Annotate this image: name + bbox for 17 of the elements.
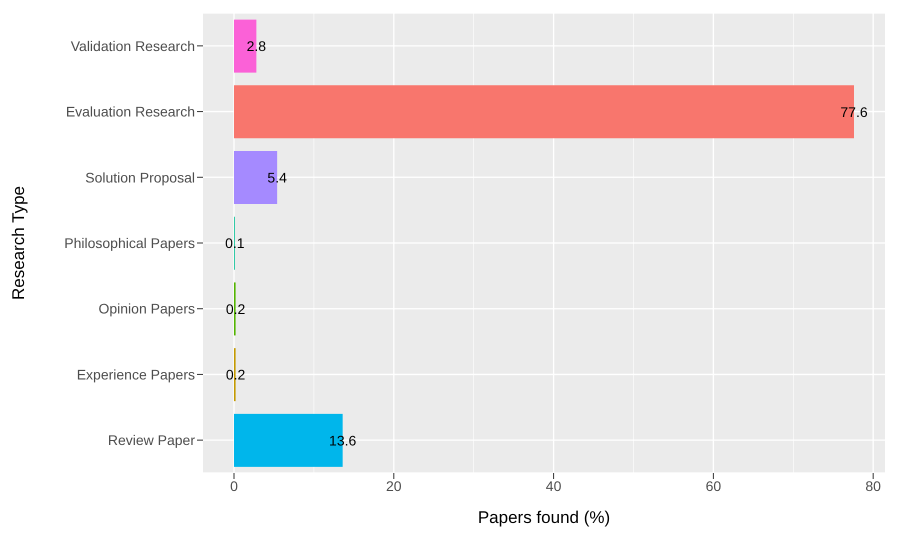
y-tick-label: Solution Proposal: [85, 169, 195, 186]
x-tick-label: 60: [706, 478, 722, 494]
x-tick-label: 80: [865, 478, 882, 494]
y-tick-label: Experience Papers: [76, 366, 195, 382]
y-axis-title: Research Type: [9, 186, 28, 300]
data-label: 77.6: [840, 104, 868, 120]
y-tick-label: Evaluation Research: [66, 104, 195, 120]
y-tick-label: Opinion Papers: [98, 300, 195, 317]
y-tick-label: Philosophical Papers: [64, 234, 195, 251]
x-tick-label: 40: [546, 478, 562, 494]
x-tick-label: 0: [230, 478, 238, 494]
data-label: 5.4: [267, 170, 288, 186]
x-axis-title: Papers found (%): [478, 508, 610, 527]
data-label: 2.8: [246, 38, 266, 54]
y-tick-label: Validation Research: [70, 38, 195, 54]
y-tick-label: Review Paper: [108, 432, 196, 448]
x-tick-label: 20: [386, 478, 402, 494]
